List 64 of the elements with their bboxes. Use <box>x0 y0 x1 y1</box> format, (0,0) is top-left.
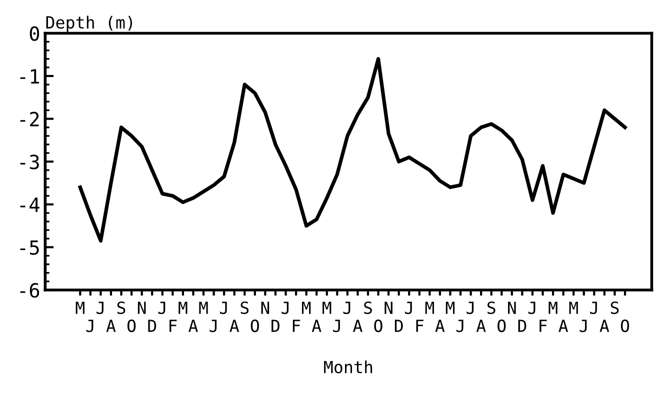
x-tick-label: J <box>210 320 217 332</box>
x-tick-label: S <box>487 301 496 314</box>
y-tick-label: -2 <box>20 112 39 126</box>
x-tick-label: J <box>456 320 464 332</box>
x-tick-label: M <box>569 302 578 314</box>
line-series <box>78 57 627 243</box>
x-tick-label: J <box>282 302 289 314</box>
x-tick-label: O <box>498 320 506 332</box>
x-tick-label: N <box>508 302 516 314</box>
x-tick-label: O <box>127 320 136 332</box>
y-tick-label: -1 <box>20 69 40 84</box>
x-tick-label: S <box>364 301 372 314</box>
x-tick-label: D <box>272 320 280 332</box>
x-tick-label: A <box>476 320 486 332</box>
x-tick-label: O <box>620 320 630 332</box>
x-tick-label: J <box>580 320 587 332</box>
x-tick-label: J <box>466 302 474 314</box>
x-tick-label: A <box>106 320 116 332</box>
x-tick-label: O <box>374 320 382 332</box>
x-tick-label: M <box>178 302 188 314</box>
x-tick-label: J <box>333 320 340 332</box>
y-tick-label: 0 <box>30 26 40 41</box>
x-tick-label: D <box>394 320 403 332</box>
x-tick-label: A <box>435 320 445 332</box>
x-tick-label: J <box>96 302 104 314</box>
x-tick-label: M <box>548 302 558 314</box>
x-tick-label: M <box>302 302 311 314</box>
x-tick-label: O <box>250 320 259 332</box>
x-tick-label: D <box>148 320 156 332</box>
x-tick-label: A <box>230 320 240 332</box>
x-tick-label: N <box>261 302 270 314</box>
x-tick-label: M <box>446 302 455 314</box>
x-tick-label: F <box>540 320 547 332</box>
x-tick-label: F <box>170 320 177 332</box>
x-tick-label: F <box>292 320 300 332</box>
x-tick-label: J <box>528 302 536 314</box>
x-tick-label: J <box>404 302 412 314</box>
x-tick-label: S <box>610 301 619 314</box>
x-tick-label: J <box>220 302 227 314</box>
x-tick-label: J <box>86 320 94 332</box>
x-tick-label: S <box>240 301 249 314</box>
x-tick-label: A <box>600 320 610 332</box>
y-tick-label: -4 <box>20 198 40 212</box>
x-tick-label: A <box>352 320 362 332</box>
x-tick-label: A <box>558 320 568 332</box>
x-tick-label: J <box>158 302 166 314</box>
x-tick-label: S <box>117 301 126 314</box>
y-tick-label: -3 <box>20 154 39 170</box>
x-tick-label: F <box>416 320 424 332</box>
y-axis-title: Depth (m) <box>46 16 132 32</box>
y-tick-label: -5 <box>20 240 39 255</box>
x-tick-label: M <box>76 302 84 314</box>
x-tick-label: J <box>590 302 597 314</box>
x-tick-label: M <box>425 302 434 314</box>
x-tick-label: N <box>138 302 146 314</box>
x-tick-label: D <box>518 320 526 332</box>
x-tick-label: M <box>322 302 332 314</box>
x-tick-label: A <box>188 320 198 332</box>
x-tick-label: A <box>312 320 322 332</box>
x-tick-label: M <box>199 302 208 314</box>
y-tick-label: -6 <box>20 282 40 298</box>
x-axis-title: Month <box>324 360 372 374</box>
x-tick-label: N <box>384 302 392 314</box>
x-tick-label: J <box>343 302 350 314</box>
